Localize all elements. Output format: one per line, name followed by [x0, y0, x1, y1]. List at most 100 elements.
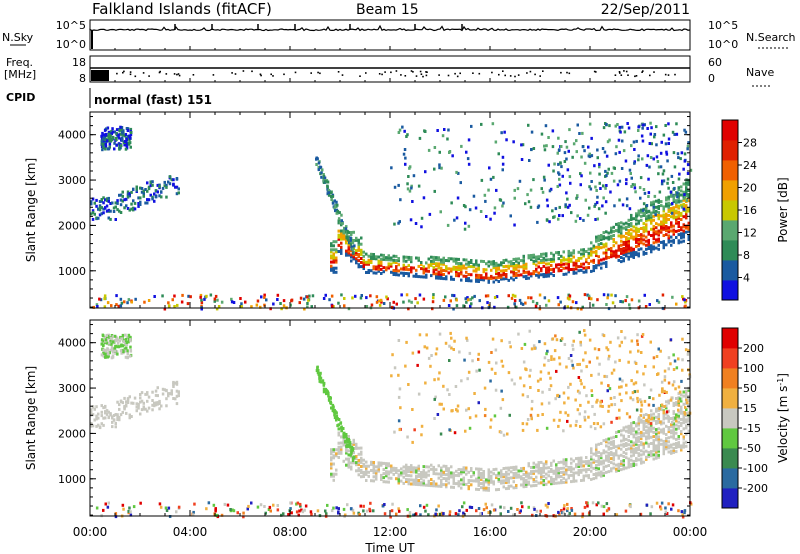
velocity-cell — [588, 360, 591, 364]
velocity-cell — [612, 458, 615, 462]
power-cell — [632, 225, 635, 229]
power-cell — [630, 144, 633, 148]
power-cell — [586, 293, 589, 297]
velocity-cell — [445, 477, 448, 481]
power-cell — [687, 193, 690, 197]
velocity-cell — [527, 480, 530, 484]
power-cell — [230, 297, 233, 301]
velocity-cell — [123, 404, 126, 408]
power-cell — [491, 122, 495, 126]
velocity-cell — [565, 462, 568, 466]
velocity-cell — [220, 513, 224, 517]
velocity-cell — [93, 418, 96, 422]
velocity-cell — [337, 451, 340, 455]
velocity-cell — [685, 440, 688, 444]
nave-point — [674, 73, 676, 76]
velocity-cell — [560, 475, 563, 478]
velocity-cell — [407, 478, 410, 482]
power-cell — [230, 300, 234, 304]
velocity-cell — [170, 391, 173, 395]
velocity-cell — [670, 420, 674, 424]
velocity-cell — [400, 473, 403, 477]
power-cell — [502, 271, 505, 275]
power-cell — [453, 218, 456, 222]
velocity-cell — [640, 420, 643, 424]
velocity-cell — [322, 390, 326, 394]
velocity-cell — [392, 468, 395, 472]
power-cell — [342, 237, 345, 241]
power-cell — [332, 268, 335, 272]
velocity-cell — [672, 436, 675, 440]
velocity-cell — [340, 449, 343, 453]
power-cell — [168, 182, 172, 186]
velocity-cell — [627, 457, 630, 461]
velocity-cell — [680, 448, 683, 452]
velocity-cell — [636, 333, 639, 337]
power-cell — [630, 250, 633, 254]
power-cell — [635, 228, 638, 232]
velocity-cell — [685, 395, 688, 399]
power-cell — [560, 265, 563, 268]
power-cell — [652, 225, 655, 228]
velocity-cell — [355, 469, 358, 473]
power-cell — [617, 258, 620, 262]
power-cell — [299, 296, 303, 300]
velocity-cell — [372, 509, 375, 513]
power-cell — [466, 157, 470, 161]
velocity-cell — [129, 348, 132, 352]
velocity-cell — [474, 414, 478, 418]
velocity-cell — [554, 397, 557, 401]
velocity-cell — [677, 410, 680, 414]
velocity-cell — [330, 450, 333, 454]
power-cell — [535, 273, 538, 277]
power-cell — [542, 275, 545, 279]
power-cell — [580, 252, 583, 256]
velocity-cell — [519, 376, 522, 380]
power-cell — [673, 194, 676, 198]
power-cell — [665, 196, 668, 200]
velocity-cell — [348, 443, 352, 446]
velocity-cell — [620, 340, 623, 344]
power-cell — [605, 262, 608, 266]
velocity-cell — [565, 365, 568, 369]
velocity-cell — [635, 432, 638, 436]
velocity-cell — [687, 429, 690, 433]
power-cell — [575, 139, 578, 143]
power-cell — [597, 263, 600, 267]
velocity-cell — [477, 352, 480, 356]
velocity-cell — [665, 447, 668, 451]
velocity-cell — [677, 420, 680, 424]
velocity-cell — [352, 511, 356, 515]
power-cell — [682, 207, 685, 211]
power-cell — [576, 194, 579, 198]
power-cell — [641, 139, 645, 143]
power-cell — [592, 269, 595, 273]
velocity-cell — [632, 449, 635, 453]
power-cell — [263, 295, 266, 299]
power-cell — [666, 177, 670, 181]
power-cell — [620, 167, 624, 170]
velocity-cell — [522, 360, 526, 364]
velocity-cell — [574, 423, 578, 427]
power-cell — [495, 188, 498, 192]
power-cell — [119, 125, 122, 129]
velocity-cell — [480, 478, 483, 481]
power-cell — [317, 168, 321, 172]
power-cell — [658, 190, 662, 194]
velocity-cell — [570, 473, 573, 477]
power-cell — [637, 238, 640, 241]
velocity-cell — [673, 359, 677, 363]
power-cell — [677, 192, 680, 196]
power-cell — [355, 253, 358, 257]
velocity-cell — [95, 405, 98, 409]
velocity-cell — [672, 412, 675, 416]
velocity-cell — [510, 466, 513, 470]
power-cell — [440, 270, 443, 274]
velocity-cell — [635, 448, 638, 452]
power-cell — [557, 136, 560, 140]
power-cell — [505, 277, 508, 281]
power-cell — [126, 192, 130, 196]
velocity-cell — [391, 502, 394, 506]
power-cell — [554, 207, 558, 211]
power-cell — [151, 180, 154, 184]
